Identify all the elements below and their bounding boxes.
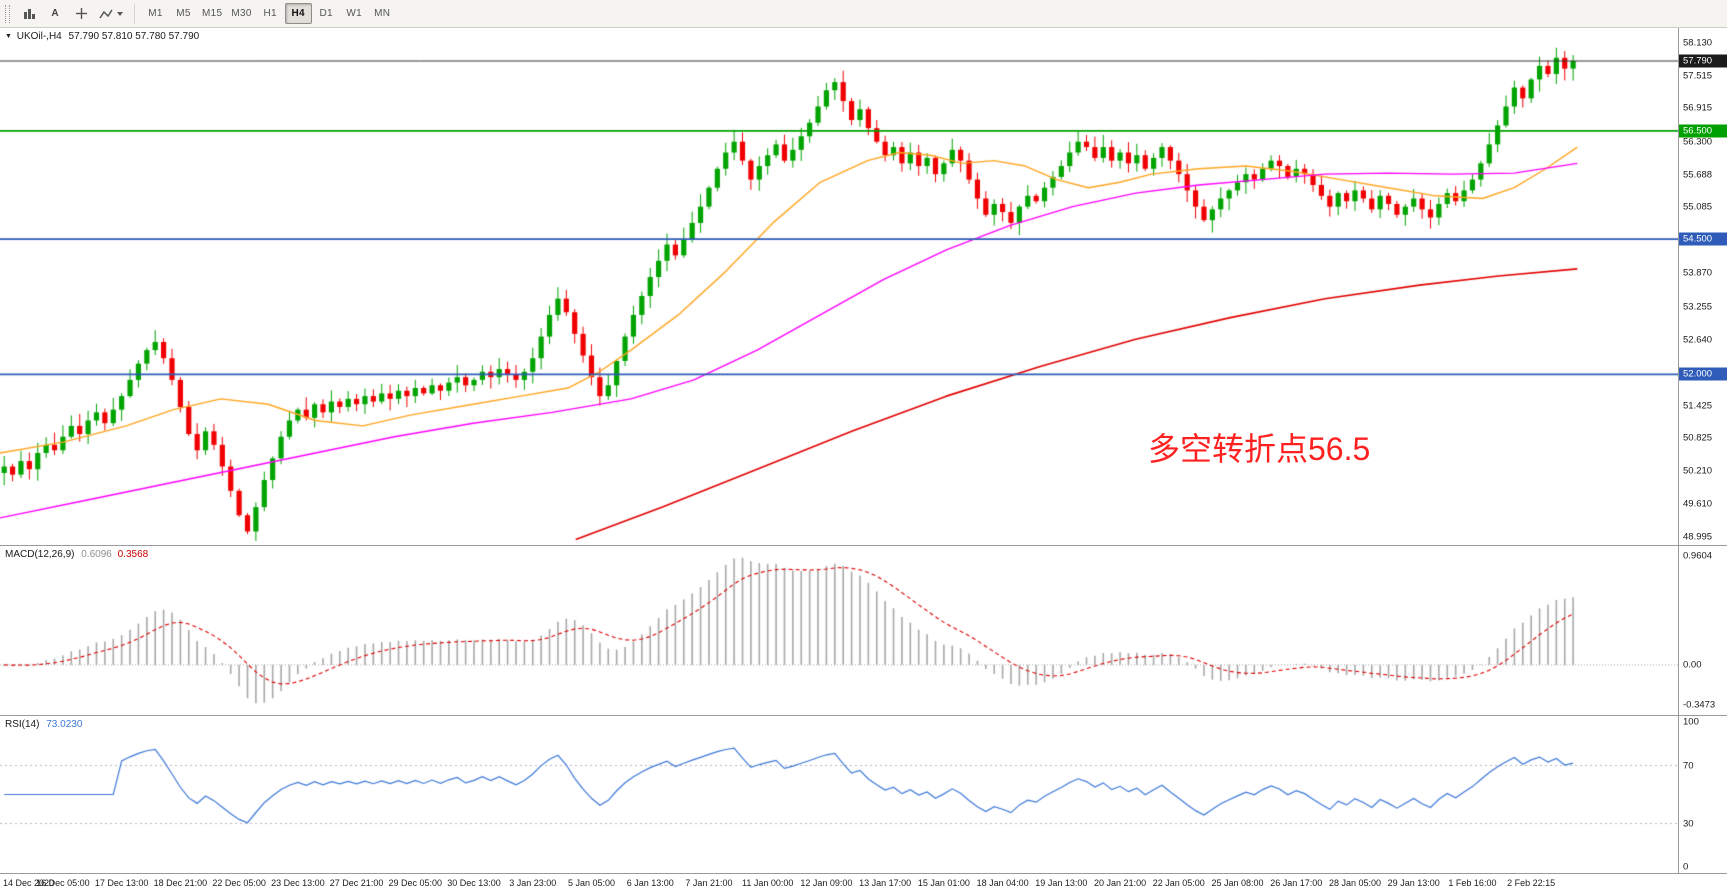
- timeframe-button-m5[interactable]: M5: [170, 3, 197, 24]
- text-tool-label: A: [51, 8, 59, 19]
- timeframe-button-m1[interactable]: M1: [142, 3, 169, 24]
- timeframe-button-h1[interactable]: H1: [257, 3, 284, 24]
- price-chart-canvas[interactable]: [0, 28, 1678, 545]
- chart-menu-caret-icon[interactable]: ▼: [5, 33, 12, 40]
- time-axis-label: 19 Jan 13:00: [1035, 878, 1088, 888]
- crosshair-tool-button[interactable]: [69, 3, 93, 24]
- time-axis-label: 20 Jan 21:00: [1094, 878, 1147, 888]
- time-axis-label: 22 Jan 05:00: [1152, 878, 1205, 888]
- rsi-axis-label: 70: [1683, 760, 1694, 771]
- rsi-axis-label: 0: [1683, 861, 1689, 873]
- macd-panel: MACD(12,26,9) 0.6096 0.3568 0.9604 0.00 -0…: [0, 546, 1727, 716]
- dropdown-caret-icon: [117, 11, 123, 16]
- time-axis-label: 29 Dec 05:00: [388, 878, 443, 888]
- time-axis-label: 2 Feb 22:15: [1507, 878, 1556, 888]
- rsi-axis[interactable]: 100 70 30 0: [1678, 716, 1727, 873]
- toolbar-separator: [134, 3, 135, 24]
- macd-name: MACD(12,26,9): [5, 549, 75, 560]
- bar-chart-icon: [23, 9, 35, 19]
- toolbar-grip[interactable]: [5, 4, 10, 23]
- timeframe-button-m15[interactable]: M15: [198, 3, 226, 24]
- timeframe-button-mn[interactable]: MN: [369, 3, 396, 24]
- time-axis-label: 18 Jan 04:00: [976, 878, 1029, 888]
- time-axis-label: 7 Jan 21:00: [685, 878, 733, 888]
- macd-signal-value: 0.3568: [117, 549, 149, 560]
- macd-axis-label: -0.3473: [1683, 699, 1716, 711]
- price-tick-label: 55.688: [1683, 169, 1713, 181]
- time-axis-label: 25 Jan 08:00: [1211, 878, 1264, 888]
- price-badge: 54.500: [1679, 232, 1727, 246]
- time-axis-label: 29 Jan 13:00: [1387, 878, 1440, 888]
- price-badge: 57.790: [1679, 54, 1727, 68]
- symbol-label: ▼ UKOil-,H4 57.790 57.810 57.780 57.790: [5, 31, 199, 42]
- price-tick-label: 55.085: [1683, 201, 1713, 213]
- price-tick-label: 58.130: [1683, 37, 1713, 49]
- time-axis-label: 18 Dec 21:00: [153, 878, 208, 888]
- macd-axis[interactable]: 0.9604 0.00 -0.3473: [1678, 546, 1727, 715]
- macd-chart-canvas[interactable]: [0, 546, 1678, 715]
- time-axis-label: 6 Jan 13:00: [626, 878, 674, 888]
- bar-chart-tool-button[interactable]: [17, 3, 41, 24]
- price-tick-label: 56.915: [1683, 102, 1713, 114]
- time-axis-label: 3 Jan 23:00: [509, 878, 557, 888]
- rsi-axis-label: 30: [1683, 818, 1694, 829]
- timeframe-button-m30[interactable]: M30: [227, 3, 255, 24]
- price-axis[interactable]: 58.130 57.515 56.915 56.300 55.688 55.085 53.8…: [1678, 28, 1727, 545]
- time-axis-label: 16 Dec 05:00: [36, 878, 90, 888]
- text-tool-button[interactable]: A: [43, 3, 67, 24]
- price-tick-label: 50.210: [1683, 465, 1713, 477]
- price-tick-label: 57.515: [1683, 70, 1713, 82]
- time-axis-label: 27 Dec 21:00: [329, 878, 384, 888]
- time-axis-label: 26 Jan 17:00: [1270, 878, 1323, 888]
- toolbar: A M1 M5 M15 M30 H1 H4 D1 W1 MN: [0, 0, 1727, 28]
- timeframe-group: M1 M5 M15 M30 H1 H4 D1 W1 MN: [142, 3, 396, 24]
- macd-axis-label: 0.00: [1683, 659, 1702, 671]
- macd-axis-label: 0.9604: [1683, 550, 1713, 562]
- timeframe-button-h4[interactable]: H4: [284, 3, 312, 24]
- rsi-panel: RSI(14) 73.0230 100 70 30 0: [0, 716, 1727, 874]
- rsi-chart-canvas[interactable]: [0, 716, 1678, 873]
- time-axis-label: 11 Jan 00:00: [741, 878, 794, 888]
- time-axis-label: 23 Dec 13:00: [271, 878, 325, 888]
- time-axis-label: 30 Dec 13:00: [447, 878, 501, 888]
- time-axis-label: 12 Jan 09:00: [800, 878, 853, 888]
- price-tick-label: 49.610: [1683, 498, 1713, 510]
- timeframe-button-d1[interactable]: D1: [313, 3, 340, 24]
- price-tick-label: 50.825: [1683, 432, 1713, 444]
- time-axis[interactable]: 14 Dec 2020 16 Dec 05:00 17 Dec 13:00 18 De…: [0, 874, 1727, 894]
- price-tick-label: 48.995: [1683, 531, 1713, 543]
- time-axis-label: 22 Dec 05:00: [212, 878, 266, 888]
- timeframe-button-w1[interactable]: W1: [341, 3, 368, 24]
- shapes-tool-button[interactable]: [95, 3, 127, 24]
- crosshair-icon: [75, 8, 87, 19]
- time-axis-label: 5 Jan 05:00: [567, 878, 616, 888]
- price-tick-label: 53.255: [1683, 301, 1713, 313]
- macd-main-value: 0.6096: [81, 549, 112, 560]
- time-axis-label: 15 Jan 01:00: [917, 878, 970, 888]
- chart-annotation: 多空转折点56.5: [1148, 431, 1371, 467]
- price-tick-label: 56.300: [1683, 136, 1713, 148]
- price-badge: 56.500: [1679, 124, 1727, 138]
- rsi-value: 73.0230: [46, 719, 83, 730]
- time-axis-label: 17 Dec 13:00: [94, 878, 149, 888]
- price-tick-label: 51.425: [1683, 400, 1713, 412]
- rsi-axis-label: 100: [1683, 716, 1699, 728]
- price-tick-label: 53.870: [1683, 267, 1713, 279]
- time-axis-label: 1 Feb 16:00: [1448, 878, 1497, 888]
- time-axis-label: 28 Jan 05:00: [1328, 878, 1382, 888]
- macd-label: MACD(12,26,9) 0.6096 0.3568: [5, 549, 148, 560]
- rsi-name: RSI(14): [5, 719, 40, 730]
- price-tick-label: 52.640: [1683, 334, 1713, 346]
- price-panel: ▼ UKOil-,H4 57.790 57.810 57.780 57.790 …: [0, 28, 1727, 546]
- symbol-name: UKOil-,H4: [16, 31, 62, 42]
- price-badge: 52.000: [1679, 367, 1727, 381]
- time-axis-label: 14 Dec 2020: [3, 878, 55, 888]
- time-axis-label: 13 Jan 17:00: [859, 878, 912, 888]
- ohlc-quote: 57.790 57.810 57.780 57.790: [68, 31, 200, 42]
- rsi-label: RSI(14) 73.0230: [5, 719, 82, 730]
- chart-area: ▼ UKOil-,H4 57.790 57.810 57.780 57.790 …: [0, 28, 1727, 894]
- zigzag-icon: [99, 9, 113, 18]
